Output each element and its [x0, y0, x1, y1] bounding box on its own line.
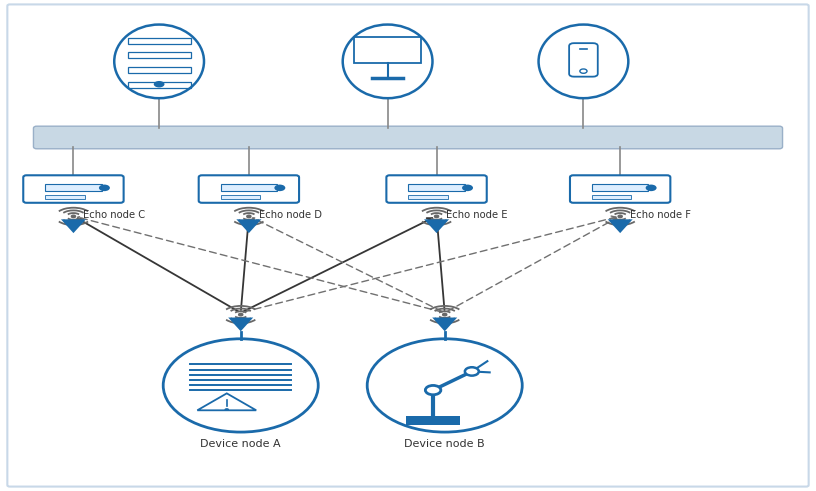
Text: Device node B: Device node B — [405, 439, 485, 449]
Circle shape — [434, 215, 439, 218]
Circle shape — [153, 81, 165, 87]
Text: Echo node E: Echo node E — [446, 210, 508, 219]
FancyBboxPatch shape — [199, 175, 299, 203]
Circle shape — [71, 215, 76, 218]
FancyBboxPatch shape — [570, 175, 671, 203]
Text: Echo node F: Echo node F — [630, 210, 691, 219]
FancyBboxPatch shape — [23, 175, 124, 203]
Text: Echo node C: Echo node C — [83, 210, 145, 219]
Bar — [45, 184, 101, 191]
Ellipse shape — [539, 25, 628, 98]
Bar — [127, 82, 190, 88]
Polygon shape — [432, 318, 457, 331]
Ellipse shape — [114, 25, 204, 98]
Polygon shape — [228, 318, 253, 331]
Text: Device node A: Device node A — [201, 439, 281, 449]
Circle shape — [465, 367, 479, 376]
Polygon shape — [424, 219, 449, 233]
Circle shape — [99, 185, 110, 191]
Circle shape — [163, 339, 318, 432]
Circle shape — [246, 215, 251, 218]
Bar — [354, 37, 421, 63]
FancyBboxPatch shape — [7, 4, 809, 487]
Ellipse shape — [343, 25, 432, 98]
Polygon shape — [237, 219, 261, 233]
Bar — [409, 195, 448, 198]
Bar — [406, 416, 460, 425]
Polygon shape — [61, 219, 86, 233]
Bar — [45, 195, 85, 198]
Circle shape — [462, 185, 473, 191]
Bar — [409, 184, 465, 191]
Circle shape — [238, 313, 243, 316]
Polygon shape — [608, 219, 632, 233]
Bar — [592, 184, 648, 191]
Bar — [592, 195, 632, 198]
Bar — [127, 38, 190, 44]
Circle shape — [618, 215, 623, 218]
Circle shape — [274, 185, 286, 191]
Circle shape — [645, 185, 657, 191]
Circle shape — [442, 313, 447, 316]
Circle shape — [425, 385, 441, 395]
Bar — [220, 184, 277, 191]
FancyBboxPatch shape — [33, 126, 783, 149]
Text: Echo node D: Echo node D — [259, 210, 322, 219]
FancyBboxPatch shape — [387, 175, 486, 203]
Circle shape — [367, 339, 522, 432]
Bar — [127, 67, 190, 73]
Circle shape — [224, 408, 229, 411]
Bar — [127, 53, 190, 58]
Bar — [220, 195, 260, 198]
